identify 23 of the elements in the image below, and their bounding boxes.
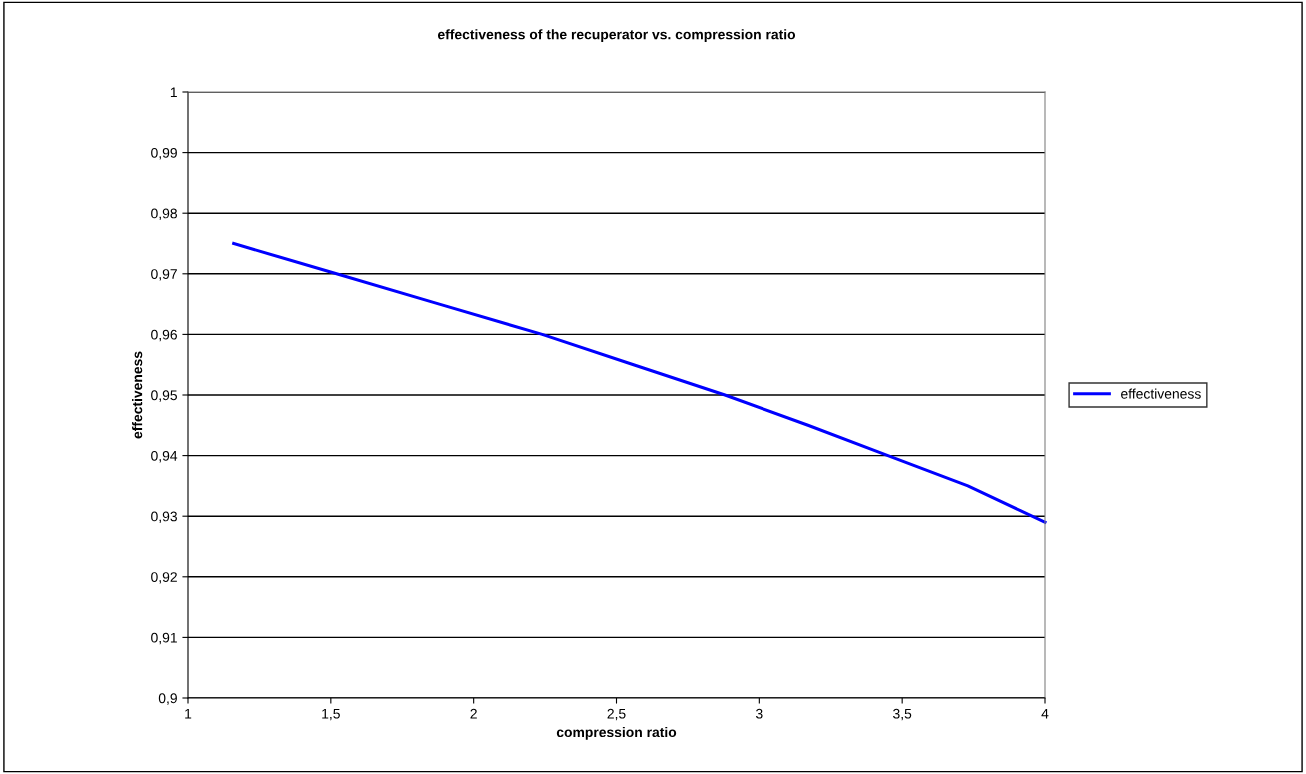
y-axis-title: effectiveness — [132, 351, 143, 439]
y-tick-label: 0,9 — [158, 693, 177, 705]
y-tick-label: 0,98 — [151, 208, 177, 221]
legend-label: effectiveness — [1121, 388, 1201, 399]
y-tick-label: 0,91 — [151, 632, 177, 645]
y-tick-label: 0,95 — [151, 390, 177, 402]
x-tick-label: 2,5 — [607, 708, 626, 721]
x-tick-label: 3,5 — [893, 708, 912, 721]
x-tick-label: 1 — [185, 708, 192, 719]
line-series — [232, 241, 1047, 524]
y-tick-label: 1 — [170, 87, 177, 98]
x-tick-label: 4 — [1041, 708, 1049, 719]
y-tick-label: 0,92 — [151, 572, 177, 584]
chart-title: effectiveness of the recuperator vs. compression ratio — [437, 29, 796, 43]
y-tick-label: 0,94 — [151, 450, 178, 463]
y-tick-label: 0,97 — [151, 269, 177, 281]
y-tick-label: 0,99 — [151, 147, 177, 160]
x-axis-title: compression ratio — [556, 726, 677, 740]
y-tick-label: 0,93 — [151, 511, 177, 524]
x-tick-label: 1,5 — [322, 708, 340, 721]
y-tick-label: 0,96 — [151, 329, 177, 342]
x-tick-label: 3 — [756, 708, 763, 719]
x-tick-label: 2 — [470, 708, 477, 719]
